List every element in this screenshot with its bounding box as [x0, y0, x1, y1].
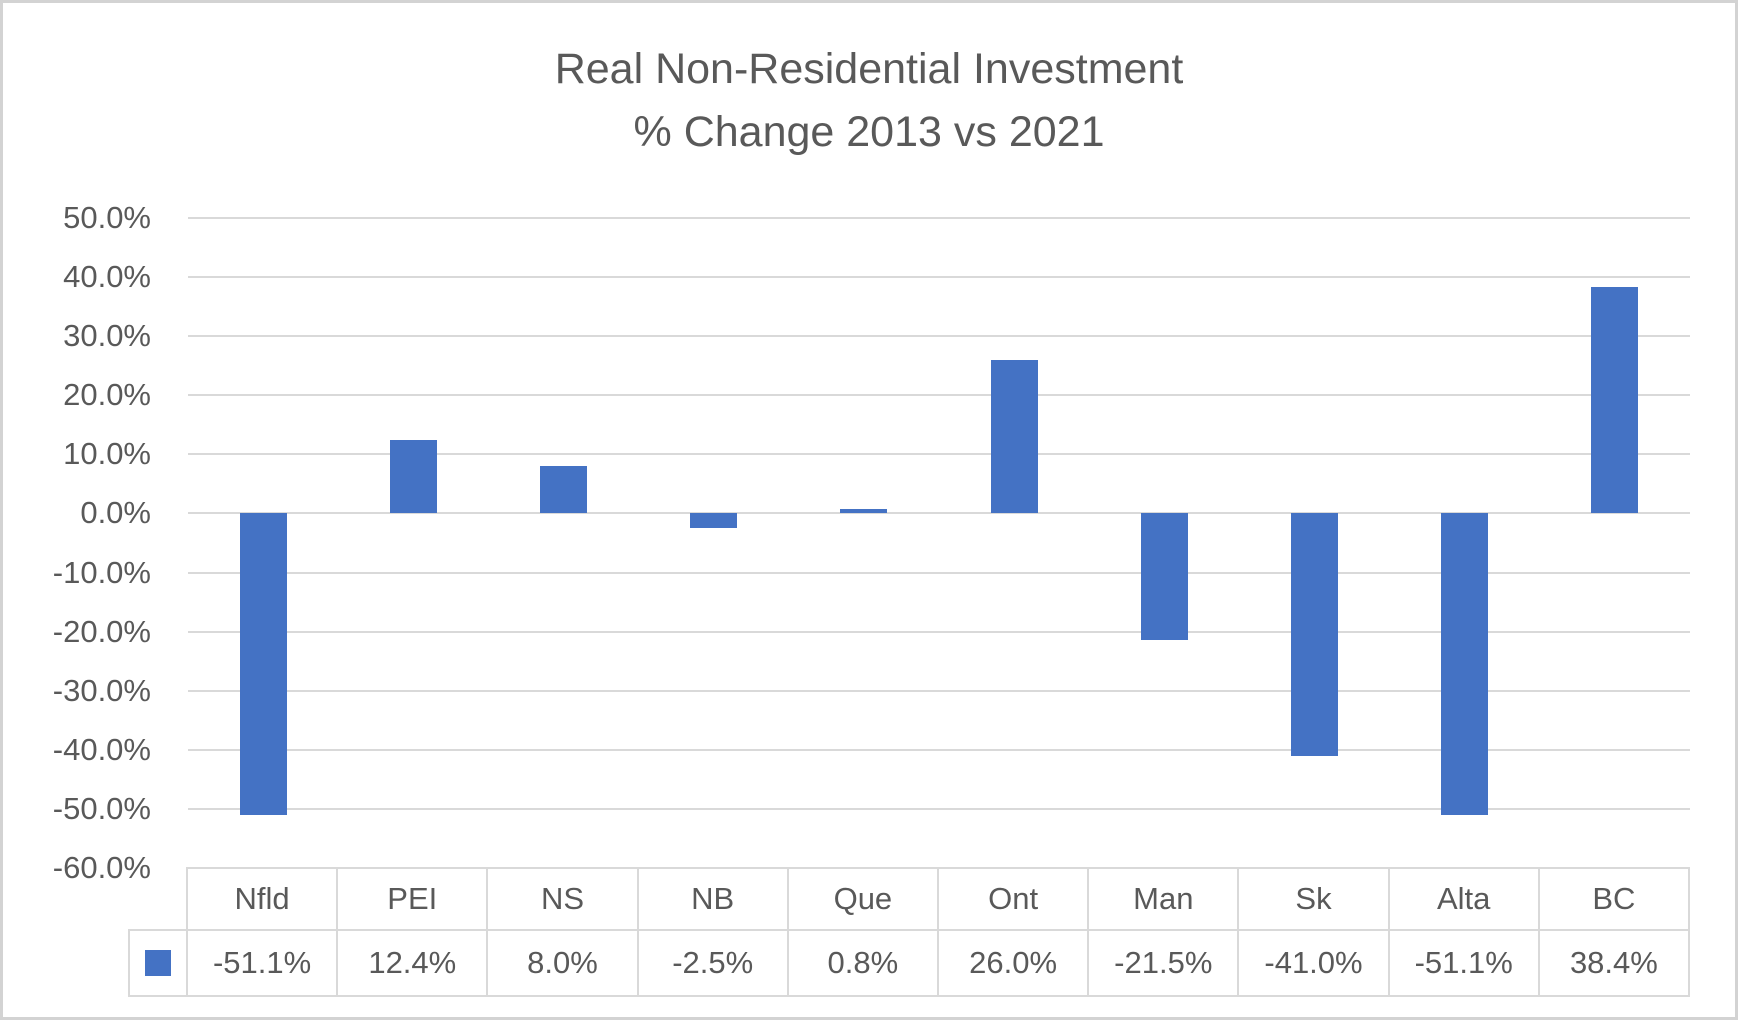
y-axis-tick-label: 10.0%: [63, 436, 151, 472]
y-axis-tick-label: 0.0%: [80, 495, 151, 531]
y-gridline: [188, 394, 1690, 397]
y-gridline: [188, 807, 1690, 810]
bar-alta: [1441, 513, 1489, 816]
bar-nfld: [239, 513, 287, 816]
y-axis-tick-label: 30.0%: [63, 318, 151, 354]
data-table-value-row: -51.1% 12.4% 8.0% -2.5% 0.8% 26.0% -21.5% -41.0…: [128, 929, 1690, 997]
table-value-pei: 12.4%: [338, 931, 487, 995]
bar-ont: [990, 359, 1038, 514]
y-axis-tick-label: -30.0%: [52, 672, 151, 708]
bar-nb: [690, 513, 738, 529]
table-value-bc: 38.4%: [1539, 931, 1688, 995]
bar-man: [1140, 513, 1188, 641]
table-header-pei: PEI: [338, 869, 487, 929]
zero-gridline: [188, 512, 1690, 515]
y-axis-tick-label: -10.0%: [52, 554, 151, 590]
table-header-ont: Ont: [938, 869, 1088, 929]
y-gridline: [188, 571, 1690, 574]
chart-title-line2: % Change 2013 vs 2021: [633, 108, 1105, 156]
table-header-sk: Sk: [1239, 869, 1388, 929]
table-header-ns: NS: [488, 869, 637, 929]
table-value-ns: 8.0%: [488, 931, 637, 995]
table-header-nfld: Nfld: [188, 869, 337, 929]
y-axis-tick-label: -50.0%: [52, 790, 151, 826]
table-value-que: 0.8%: [788, 931, 937, 995]
series-marker-icon: [145, 950, 171, 976]
table-value-nb: -2.5%: [638, 931, 787, 995]
table-header-man: Man: [1089, 869, 1238, 929]
bar-pei: [389, 440, 437, 514]
chart-title-line1: Real Non-Residential Investment: [554, 45, 1184, 93]
bar-sk: [1291, 513, 1338, 756]
table-value-man: -21.5%: [1089, 931, 1238, 995]
table-header-que: Que: [788, 869, 937, 929]
y-gridline: [188, 276, 1690, 279]
table-value-nfld: -51.1%: [188, 931, 337, 995]
table-value-ont: 26.0%: [938, 931, 1088, 995]
y-gridline: [188, 453, 1690, 456]
y-gridline: [188, 630, 1690, 633]
table-value-alta: -51.1%: [1389, 931, 1538, 995]
y-axis-tick-label: -40.0%: [52, 731, 151, 767]
y-axis-tick-label: 40.0%: [63, 259, 151, 295]
table-value-sk: -41.0%: [1239, 931, 1388, 995]
y-gridline: [188, 335, 1690, 338]
bar-bc: [1591, 286, 1639, 514]
table-header-alta: Alta: [1389, 869, 1538, 929]
y-axis-tick-label: -60.0%: [52, 850, 151, 885]
legend-key-cell: [130, 931, 186, 995]
chart-title: Real Non-Residential Investment % Change…: [3, 38, 1735, 164]
y-axis-tick-label: -20.0%: [52, 613, 151, 649]
table-header-nb: NB: [638, 869, 787, 929]
bar-que: [840, 508, 888, 514]
table-header-bc: BC: [1539, 869, 1688, 929]
data-table-header-row: Nfld PEI NS NB Que Ont Man Sk Alta BC: [186, 867, 1690, 931]
y-gridline: [188, 689, 1690, 692]
y-axis-tick-label: 20.0%: [63, 377, 151, 413]
y-gridline: [188, 748, 1690, 751]
y-axis-tick-label: 50.0%: [63, 200, 151, 235]
y-gridline: [188, 217, 1690, 219]
bar-ns: [540, 466, 587, 514]
